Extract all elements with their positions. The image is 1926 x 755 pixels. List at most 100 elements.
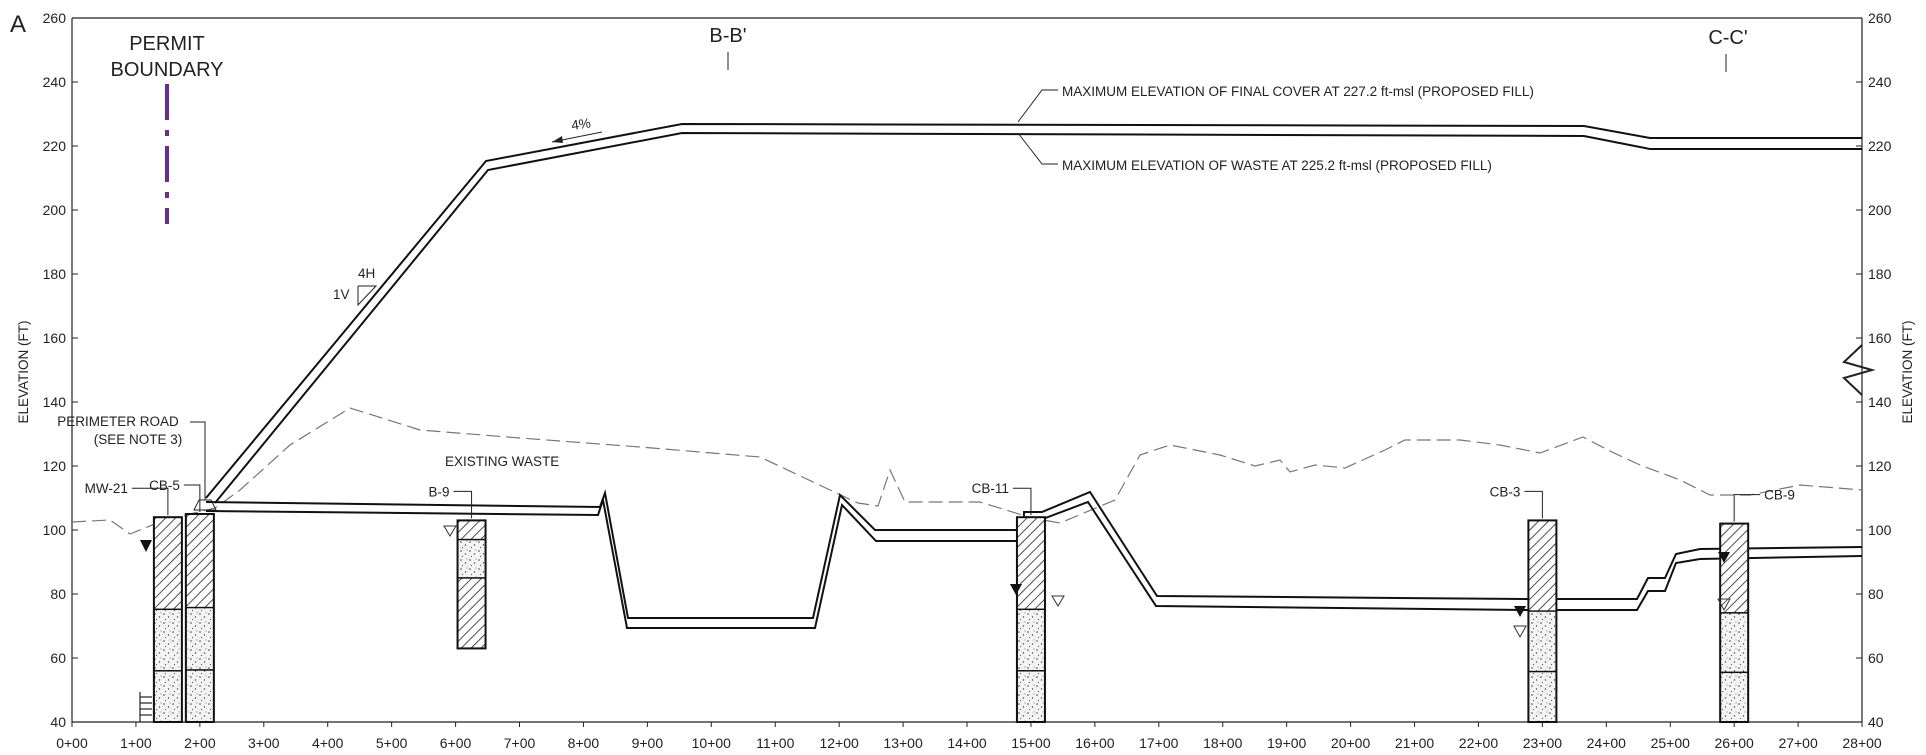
max-waste-leader	[1017, 132, 1058, 165]
x-tick-label: 28+00	[1842, 735, 1882, 751]
section-cc-label: C-C'	[1708, 27, 1747, 49]
boring-layer-hatched	[456, 519, 487, 541]
y-axis-right-ticks: 40 60 80 100 120 140 160 180 200 220 240 260	[1856, 10, 1892, 730]
boring-layer-hatched	[1527, 519, 1558, 612]
y-tick-label-right: 180	[1868, 266, 1892, 282]
perimeter-road-leader	[190, 421, 206, 500]
boring-leader	[131, 487, 169, 516]
x-tick-label: 12+00	[819, 735, 859, 751]
boring-layer-sand	[153, 608, 183, 672]
x-tick-label: 24+00	[1587, 735, 1627, 751]
boring-label: MW-21	[85, 481, 128, 496]
x-tick-label: 23+00	[1523, 735, 1563, 751]
y-tick-label-left: 60	[50, 650, 66, 666]
x-tick-label: 27+00	[1778, 735, 1818, 751]
water-level-cb3-b	[1513, 625, 1527, 639]
boring-label: CB-3	[1490, 484, 1521, 499]
boring-cb-5: CB-5	[149, 478, 215, 723]
boring-outline	[1527, 519, 1558, 724]
boring-cb-11: CB-11	[972, 481, 1046, 724]
boring-layer-sand	[456, 538, 487, 579]
x-tick-label: 21+00	[1395, 735, 1435, 751]
boring-layer-hatched	[185, 513, 215, 609]
boring-leader	[1733, 494, 1761, 522]
boring-layer-hatched	[1016, 516, 1046, 611]
water-level-cb11-b	[1051, 595, 1065, 607]
water-level-cb9-b	[1717, 598, 1731, 612]
boring-label: B-9	[429, 484, 450, 499]
y-tick-label-right: 100	[1868, 522, 1892, 538]
x-tick-label: 17+00	[1139, 735, 1179, 751]
boring-leader	[1524, 490, 1543, 519]
boring-outline	[152, 516, 183, 724]
boring-layer-sand	[1016, 608, 1046, 672]
existing-ground-line	[71, 407, 1863, 535]
boring-layer-sand	[1719, 612, 1749, 674]
y-tick-label-left: 120	[43, 458, 67, 474]
well-screen-symbol	[139, 692, 152, 722]
x-tick-label: 10+00	[692, 735, 732, 751]
final-cover-line	[205, 122, 1862, 499]
boring-mw-21: MW-21	[85, 481, 183, 724]
y-axis-left-ticks: 40 60 80 100 120 140 160 180 200 220 240 260	[43, 10, 78, 730]
x-tick-label: 4+00	[312, 735, 344, 751]
panel-letter: A	[10, 11, 26, 38]
boring-layer-lower	[456, 577, 487, 650]
boring-layer-hatched	[153, 516, 183, 611]
axes	[71, 17, 1863, 723]
x-tick-label: 8+00	[568, 735, 600, 751]
x-tick-label: 3+00	[248, 735, 280, 751]
y-tick-label-right: 220	[1868, 138, 1892, 154]
x-tick-label: 5+00	[376, 735, 408, 751]
final-cover-callout: MAXIMUM ELEVATION OF FINAL COVER AT 227.…	[1062, 84, 1534, 99]
perimeter-road-marker	[193, 499, 217, 511]
slope-top-label: 4%	[570, 115, 591, 133]
x-tick-label: 25+00	[1651, 735, 1691, 751]
boring-label: CB-9	[1764, 488, 1795, 503]
y-tick-label-right: 120	[1868, 458, 1892, 474]
waste-bottom-upper	[205, 489, 1863, 619]
water-level-mw21	[140, 540, 152, 552]
boring-leader	[453, 490, 473, 519]
final-cover-leader	[1017, 89, 1058, 123]
x-tick-label: 19+00	[1267, 735, 1307, 751]
boring-layer-lower	[185, 669, 215, 723]
boring-outline	[1015, 516, 1046, 724]
boring-b-9: B-9	[429, 484, 487, 650]
left-axis-title: ELEVATION (FT)	[16, 320, 31, 423]
boring-layer-lower	[1527, 670, 1558, 723]
x-tick-label: 7+00	[504, 735, 536, 751]
perimeter-road-label-2: (SEE NOTE 3)	[94, 432, 183, 447]
boring-outline	[184, 513, 215, 723]
boring-leader	[1012, 487, 1032, 516]
boring-layer-sand	[1527, 610, 1558, 673]
boring-layer-lower	[153, 670, 183, 723]
y-tick-label-left: 260	[43, 10, 67, 26]
x-tick-label: 9+00	[632, 735, 664, 751]
x-tick-label: 1+00	[120, 735, 152, 751]
x-tick-label: 0+00	[56, 735, 88, 751]
y-tick-label-right: 260	[1868, 10, 1892, 26]
x-tick-label: 14+00	[947, 735, 987, 751]
water-level-cb3-a	[1514, 606, 1526, 617]
y-tick-label-right: 80	[1868, 586, 1884, 602]
boring-outline	[1719, 522, 1750, 723]
permit-boundary-label-1: PERMIT	[129, 33, 205, 55]
x-tick-label: 18+00	[1203, 735, 1243, 751]
water-level-cb9-a	[1718, 552, 1730, 563]
y-tick-label-left: 100	[43, 522, 67, 538]
y-tick-label-left: 40	[50, 714, 66, 730]
slope-top-arrowhead	[552, 136, 563, 143]
boring-outline	[456, 519, 487, 650]
x-tick-label: 11+00	[756, 735, 794, 751]
slope-triangle	[357, 285, 378, 307]
y-tick-label-left: 220	[43, 138, 67, 154]
boring-layer-sand	[185, 606, 215, 671]
axis-break-symbol	[1842, 344, 1876, 396]
x-tick-label: 20+00	[1331, 735, 1371, 751]
right-axis-title: ELEVATION (FT)	[1900, 320, 1915, 423]
y-tick-label-left: 140	[43, 394, 67, 410]
slope-h-label: 4H	[358, 266, 375, 281]
x-axis-station-ticks: 0+00 1+00 2+00 3+00 4+00 5+00 6+00 7+00 8+00 9+00…	[56, 722, 1882, 751]
boring-label: CB-5	[149, 478, 180, 493]
